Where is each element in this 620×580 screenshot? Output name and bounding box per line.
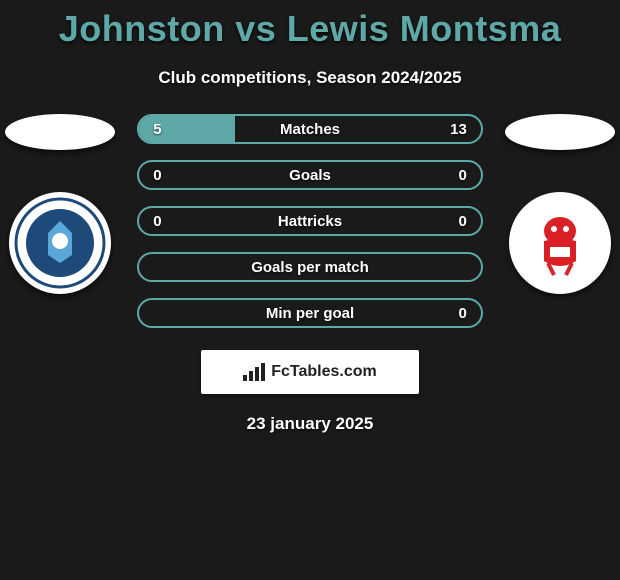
- player-avatar-placeholder-left: [5, 114, 115, 150]
- player-avatar-placeholder-right: [505, 114, 615, 150]
- stat-left-value: 0: [153, 213, 161, 230]
- stat-right-value: 0: [458, 305, 466, 322]
- comparison-row: 5 Matches 13 0 Goals 0 0 Hattricks 0 Goa…: [0, 114, 620, 328]
- stat-left-value: 5: [153, 121, 161, 138]
- bar-chart-icon: [243, 363, 265, 381]
- stat-label: Min per goal: [266, 305, 354, 322]
- lincoln-badge-icon: [514, 197, 606, 289]
- stat-bar-matches: 5 Matches 13: [137, 114, 483, 144]
- right-player-col: [501, 114, 620, 294]
- subtitle: Club competitions, Season 2024/2025: [0, 68, 620, 88]
- stat-right-value: 13: [450, 121, 467, 138]
- stat-right-value: 0: [458, 167, 466, 184]
- stat-bar-goals-per-match: Goals per match: [137, 252, 483, 282]
- peterborough-badge-icon: [14, 197, 106, 289]
- stat-label: Hattricks: [278, 213, 342, 230]
- stat-bar-min-per-goal: Min per goal 0: [137, 298, 483, 328]
- club-badge-left: [9, 192, 111, 294]
- stat-right-value: 0: [458, 213, 466, 230]
- stat-label: Goals per match: [251, 259, 369, 276]
- left-player-col: [0, 114, 119, 294]
- stat-label: Goals: [289, 167, 331, 184]
- stat-bar-hattricks: 0 Hattricks 0: [137, 206, 483, 236]
- comparison-card: Johnston vs Lewis Montsma Club competiti…: [0, 0, 620, 434]
- club-badge-right: [509, 192, 611, 294]
- brand-footer: FcTables.com: [201, 350, 419, 394]
- stat-bar-goals: 0 Goals 0: [137, 160, 483, 190]
- stat-left-value: 0: [153, 167, 161, 184]
- stat-label: Matches: [280, 121, 340, 138]
- page-title: Johnston vs Lewis Montsma: [0, 8, 620, 50]
- date-line: 23 january 2025: [0, 414, 620, 434]
- stats-column: 5 Matches 13 0 Goals 0 0 Hattricks 0 Goa…: [137, 114, 483, 328]
- brand-label: FcTables.com: [271, 363, 377, 381]
